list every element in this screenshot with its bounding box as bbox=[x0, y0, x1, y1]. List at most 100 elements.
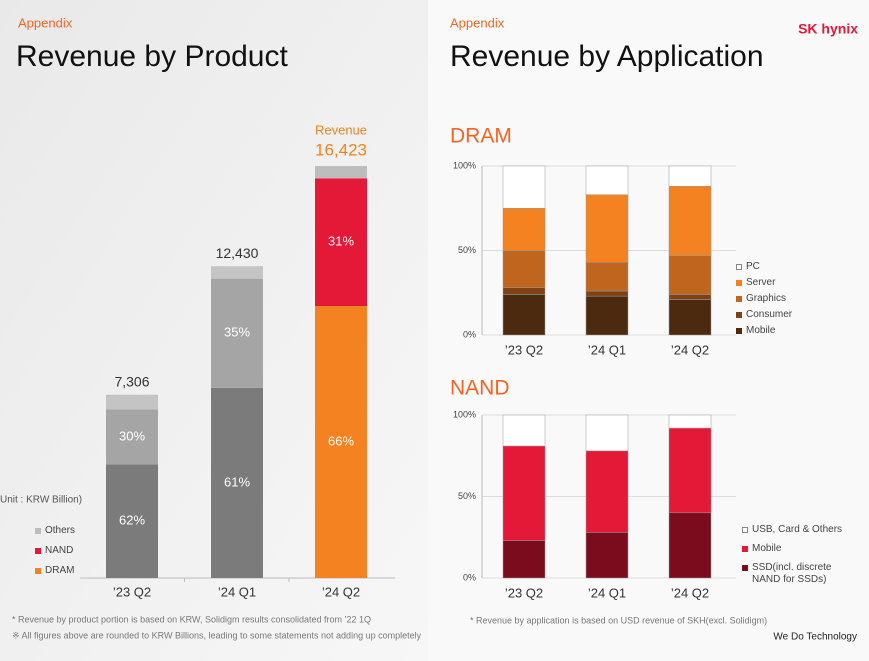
x-tick-label: ’24 Q2 bbox=[671, 342, 709, 357]
legend-label: Others bbox=[45, 525, 76, 536]
legend-item: Graphics bbox=[736, 293, 861, 305]
bar-segment bbox=[106, 394, 158, 410]
value-label: 61% bbox=[224, 474, 250, 489]
footnote: ※ All figures above are rounded to KRW B… bbox=[12, 630, 422, 640]
bar-segment bbox=[502, 208, 546, 251]
bar-segment bbox=[315, 178, 367, 307]
chart-title: DRAM bbox=[450, 125, 512, 148]
legend-label: USB, Card & Others bbox=[752, 524, 843, 535]
bar-segment bbox=[502, 165, 546, 209]
total-label: 7,306 bbox=[114, 373, 149, 389]
legend-label: SSD(incl. discrete NAND for SSDs) bbox=[752, 562, 832, 585]
bar-segment bbox=[668, 186, 712, 256]
legend-swatch bbox=[35, 568, 41, 574]
x-tick-label: ’24 Q1 bbox=[588, 342, 626, 357]
kicker: Appendix bbox=[18, 15, 73, 30]
legend-label: Mobile bbox=[752, 543, 782, 554]
legend-item: DRAM bbox=[35, 565, 125, 577]
legend-item: SSD(incl. discrete NAND for SSDs) bbox=[742, 562, 862, 586]
legend-label: PC bbox=[746, 261, 760, 272]
legend-swatch bbox=[35, 548, 41, 554]
y-tick-label: 50% bbox=[458, 491, 476, 501]
legend-swatch bbox=[736, 280, 742, 286]
value-label: 31% bbox=[328, 234, 354, 249]
bar-segment bbox=[585, 450, 629, 533]
legend-swatch bbox=[736, 296, 742, 302]
bar-segment bbox=[502, 414, 546, 447]
bar-segment bbox=[585, 262, 629, 292]
legend-swatch bbox=[742, 527, 748, 533]
bar-segment bbox=[211, 387, 263, 578]
bar-segment bbox=[585, 194, 629, 263]
legend-label: Server bbox=[746, 277, 776, 288]
legend-swatch bbox=[742, 565, 748, 571]
footnote: * Revenue by product portion is based on… bbox=[12, 614, 371, 624]
bar-segment bbox=[585, 290, 629, 297]
legend-swatch bbox=[35, 528, 41, 534]
value-label: 66% bbox=[328, 433, 354, 448]
legend-label: Graphics bbox=[746, 293, 787, 304]
y-tick-label: 50% bbox=[458, 245, 476, 255]
legend-item: PC bbox=[736, 261, 861, 273]
bar-segment bbox=[668, 512, 712, 579]
y-tick-label: 100% bbox=[453, 409, 476, 419]
bar-segment bbox=[211, 266, 263, 279]
x-tick-label: ’23 Q2 bbox=[505, 585, 543, 600]
legend-label: DRAM bbox=[45, 565, 75, 576]
bar-segment bbox=[106, 409, 158, 465]
legend-item: Mobile bbox=[742, 543, 862, 555]
bar-segment bbox=[106, 464, 158, 578]
bar-segment bbox=[668, 427, 712, 514]
legend-swatch bbox=[742, 546, 748, 552]
kicker: Appendix bbox=[450, 15, 505, 30]
bar-segment bbox=[585, 532, 629, 579]
x-tick-label: ’24 Q2 bbox=[322, 584, 360, 599]
legend-item: USB, Card & Others bbox=[742, 524, 862, 536]
footnote: * Revenue by application is based on USD… bbox=[470, 615, 767, 625]
legend-label: NAND bbox=[45, 545, 74, 556]
y-tick-label: 0% bbox=[463, 329, 476, 339]
tagline: We Do Technology bbox=[773, 632, 857, 643]
bar-segment bbox=[668, 165, 712, 187]
bar-segment bbox=[502, 250, 546, 288]
legend-swatch bbox=[736, 312, 742, 318]
bar-segment bbox=[315, 166, 367, 179]
bar-segment bbox=[668, 255, 712, 295]
legend-item: Mobile bbox=[736, 325, 861, 337]
unit-label: Unit : KRW Billion) bbox=[0, 495, 82, 506]
legend-item: NAND bbox=[35, 545, 125, 557]
legend-item: Server bbox=[736, 277, 861, 289]
bar-segment bbox=[585, 165, 629, 195]
x-tick-label: ’23 Q2 bbox=[505, 342, 543, 357]
bar-segment bbox=[502, 287, 546, 295]
value-label: 30% bbox=[119, 428, 145, 443]
bar-segment bbox=[502, 540, 546, 579]
bar-segment bbox=[585, 414, 629, 452]
x-tick-label: ’23 Q2 bbox=[113, 584, 151, 599]
x-tick-label: ’24 Q1 bbox=[588, 585, 626, 600]
total-label: 12,430 bbox=[216, 245, 259, 261]
legend-item: Consumer bbox=[736, 309, 861, 321]
bar-segment bbox=[668, 299, 712, 336]
value-label: 35% bbox=[224, 325, 250, 340]
legend-label: Consumer bbox=[746, 309, 793, 320]
y-tick-label: 0% bbox=[463, 572, 476, 582]
bar-segment bbox=[315, 306, 367, 578]
annotation: Revenue bbox=[315, 122, 367, 137]
title: Revenue by Application bbox=[450, 40, 764, 73]
value-label: 62% bbox=[119, 513, 145, 528]
bar-segment bbox=[502, 445, 546, 541]
x-tick-label: ’24 Q1 bbox=[218, 584, 256, 599]
x-tick-label: ’24 Q2 bbox=[671, 585, 709, 600]
legend-label: Mobile bbox=[746, 325, 776, 336]
bar-segment bbox=[502, 294, 546, 336]
bar-segment bbox=[668, 414, 712, 429]
bar-segment bbox=[668, 294, 712, 300]
title: Revenue by Product bbox=[16, 40, 288, 73]
y-tick-label: 100% bbox=[453, 160, 476, 170]
logo: SK hynix bbox=[798, 21, 858, 37]
chart-title: NAND bbox=[450, 377, 510, 400]
legend-swatch bbox=[736, 328, 742, 334]
